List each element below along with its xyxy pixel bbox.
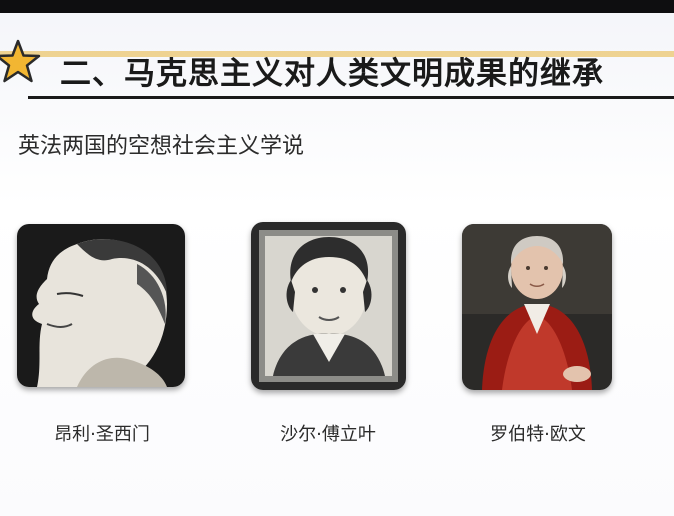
caption-fourier: 沙尔·傅立叶 [280, 424, 376, 445]
top-bar [0, 0, 674, 13]
star-icon [0, 39, 41, 83]
title-highlight-stripe [0, 51, 674, 57]
title-underline [28, 96, 674, 99]
portrait-owen [462, 224, 612, 390]
caption-saint-simon: 昂利·圣西门 [54, 424, 150, 445]
portrait-fourier [251, 222, 406, 390]
slide-title: 二、马克思主义对人类文明成果的继承 [60, 56, 604, 92]
caption-owen: 罗伯特·欧文 [490, 424, 586, 445]
portrait-saint-simon [17, 224, 185, 387]
slide-subtitle: 英法两国的空想社会主义学说 [18, 134, 305, 159]
